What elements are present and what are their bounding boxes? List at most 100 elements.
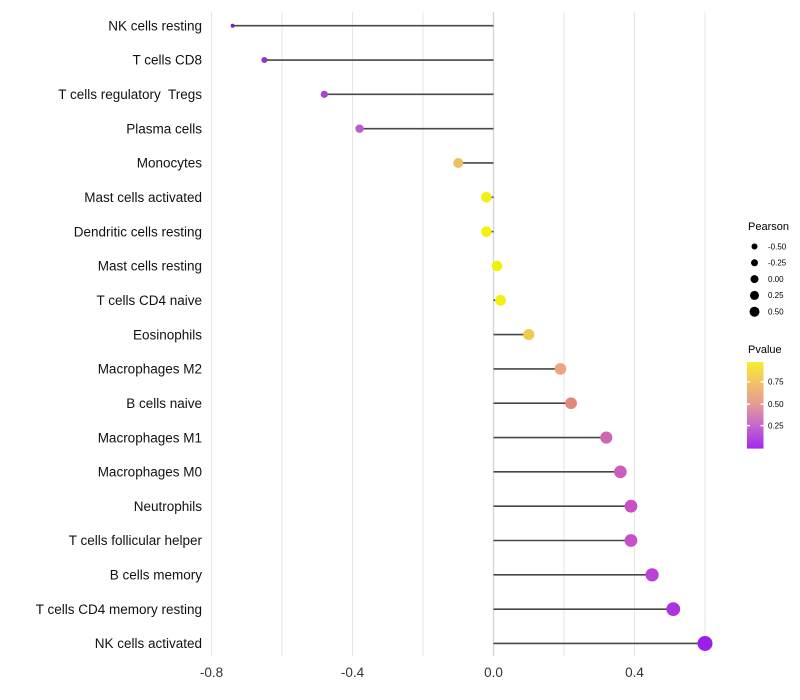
pvalue-bar-tick — [760, 403, 764, 405]
pvalue-gradient-bar: 0.75 0.50 0.25 — [747, 362, 784, 449]
lollipop-dot — [261, 57, 268, 64]
pvalue-bar-slice — [747, 424, 764, 428]
category-label: Eosinophils — [133, 327, 202, 342]
lollipop-dot — [481, 192, 492, 203]
pvalue-bar-slice — [747, 439, 764, 442]
lollipop-dot — [624, 534, 638, 547]
pvalue-bar-slice — [747, 444, 764, 447]
lollipop-dot — [666, 602, 681, 617]
pvalue-bar-tick — [747, 381, 750, 383]
lollipop-dot — [554, 363, 567, 375]
pearson-size-legend: -0.50 -0.25 0.00 0.25 0.50 — [749, 242, 787, 317]
pvalue-bar-slice — [747, 433, 764, 437]
lollipop-dot — [320, 90, 328, 98]
pvalue-bar-slice — [747, 412, 764, 415]
pvalue-bar-slice — [747, 394, 764, 397]
pvalue-bar-slice — [747, 367, 764, 370]
pearson-legend-dot — [751, 243, 758, 250]
lollipop-dot — [523, 328, 535, 341]
pvalue-bar-slice — [747, 396, 764, 399]
pearson-legend-dot — [750, 290, 759, 300]
pvalue-bar-slice — [747, 365, 764, 368]
pvalue-bar-slice — [747, 437, 764, 440]
lollipop-dot — [481, 226, 492, 237]
pvalue-bar-slice — [747, 446, 764, 449]
x-tick-label: -0.4 — [341, 665, 365, 680]
lollipop-dot — [495, 294, 506, 306]
pvalue-bar-slice — [747, 376, 764, 379]
pvalue-bar-tick — [760, 424, 764, 427]
pvalue-bar-slice — [747, 379, 764, 383]
lollipop-dot — [645, 568, 659, 582]
pvalue-bar-slice — [747, 422, 764, 426]
legend-layer: Pearson Pvalue -0.50 -0.25 0.00 0.25 0.50 0.… — [747, 221, 789, 449]
pvalue-tick-label: 0.75 — [768, 378, 784, 387]
category-label: T cells CD4 naive — [96, 293, 202, 308]
pvalue-bar-slice — [747, 401, 764, 404]
lollipop-dot — [230, 23, 235, 28]
category-label: NK cells resting — [108, 18, 202, 33]
pvalue-bar-slice — [747, 430, 764, 433]
pvalue-bar-slice — [747, 378, 764, 381]
pvalue-tick-label: 0.50 — [768, 400, 784, 409]
pvalue-bar-slice — [747, 387, 764, 390]
pearson-legend-dot — [749, 306, 760, 317]
pvalue-bar-slice — [747, 428, 764, 431]
lollipop-dot — [491, 260, 503, 272]
pvalue-bar-slice — [747, 426, 764, 429]
grid-layer — [210, 12, 706, 656]
pvalue-legend-title: Pvalue — [748, 344, 782, 356]
pearson-legend-dot — [750, 275, 759, 284]
category-label: B cells naive — [126, 396, 202, 411]
x-tick-label: 0.0 — [484, 665, 503, 680]
pearson-legend-label: -0.25 — [768, 259, 787, 268]
pvalue-bar-slice — [747, 440, 764, 444]
pvalue-bar-slice — [747, 363, 764, 367]
pearson-legend-label: 0.50 — [768, 308, 784, 317]
pvalue-bar-slice — [747, 374, 764, 377]
category-label: Macrophages M1 — [98, 430, 202, 445]
x-tick-label: -0.8 — [200, 665, 223, 680]
category-label: T cells CD8 — [132, 53, 202, 68]
pvalue-bar-slice — [747, 435, 764, 438]
category-label: Plasma cells — [126, 121, 202, 136]
category-label: Macrophages M0 — [98, 465, 202, 480]
pvalue-bar-slice — [747, 417, 764, 420]
pvalue-bar-slice — [747, 442, 764, 446]
category-label: Mast cells resting — [98, 259, 202, 274]
x-tick-label: 0.4 — [625, 665, 644, 680]
category-label: Neutrophils — [134, 499, 203, 514]
lollipop-dot — [697, 635, 713, 651]
lollipop-dot — [600, 431, 613, 444]
lollipop-dot — [614, 465, 627, 479]
category-label: Mast cells activated — [84, 190, 202, 205]
pvalue-bar-slice — [747, 392, 764, 395]
pvalue-bar-slice — [747, 399, 764, 403]
pearson-legend-title: Pearson — [748, 221, 789, 233]
category-label: T cells regulatory Tregs — [58, 87, 202, 102]
pvalue-bar-slice — [747, 370, 764, 374]
pvalue-bar-slice — [747, 421, 764, 424]
pvalue-bar-slice — [747, 397, 764, 401]
pvalue-tick-label: 0.25 — [768, 421, 784, 430]
pvalue-bar-slice — [747, 372, 764, 376]
pvalue-bar-slice — [747, 431, 764, 435]
lollipop-dot — [565, 397, 577, 410]
pvalue-bar-slice — [747, 419, 764, 422]
pvalue-bar-slice — [747, 415, 764, 419]
lollipop-dot — [624, 499, 638, 513]
pvalue-bar-slice — [747, 385, 764, 388]
axis-layer: NK cells resting T cells CD8 T cells regul… — [36, 18, 645, 680]
pearson-legend-label: -0.50 — [768, 242, 787, 251]
pvalue-bar-slice — [747, 388, 764, 392]
pvalue-bar-slice — [747, 369, 764, 372]
pvalue-bar-tick — [747, 403, 750, 405]
pvalue-bar-slice — [747, 362, 764, 365]
pvalue-bar-slice — [747, 381, 764, 385]
category-label: Monocytes — [137, 156, 203, 171]
pvalue-bar-slice — [747, 413, 764, 417]
lollipop-dot — [355, 124, 364, 133]
pvalue-bar-tick — [747, 424, 750, 427]
